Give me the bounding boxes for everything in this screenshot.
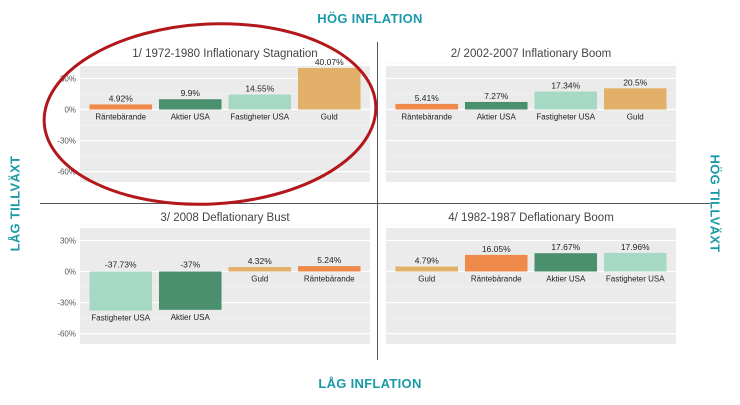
bar — [603, 252, 667, 272]
bar — [395, 266, 459, 272]
bar — [158, 99, 222, 110]
vertical-divider — [377, 42, 378, 360]
highlight-ellipse — [42, 22, 378, 206]
panel-background — [386, 66, 676, 182]
bar — [297, 67, 361, 110]
data-label: 16.05% — [482, 244, 511, 254]
data-label: 17.34% — [551, 81, 580, 91]
bar — [228, 267, 292, 272]
category-label: Aktier USA — [477, 113, 517, 122]
y-tick-label: 30% — [60, 74, 76, 83]
category-label: Fastigheter USA — [230, 113, 289, 122]
data-label: -37% — [180, 260, 200, 270]
category-label: Aktier USA — [171, 313, 211, 322]
bar — [89, 104, 153, 110]
y-tick-label: -60% — [57, 168, 76, 177]
category-label: Guld — [321, 113, 338, 122]
low-inflation-label: LÅG INFLATION — [318, 376, 422, 391]
category-label: Aktier USA — [171, 113, 211, 122]
data-label: 4.92% — [109, 93, 134, 103]
category-label: Räntebärande — [401, 113, 452, 122]
bar — [297, 266, 361, 272]
bar — [534, 91, 598, 110]
bar — [158, 271, 222, 310]
y-tick-label: 0% — [64, 106, 76, 115]
horizontal-divider — [40, 203, 710, 204]
bar — [89, 271, 153, 311]
high-inflation-label: HÖG INFLATION — [317, 11, 423, 26]
data-label: 9.9% — [181, 88, 201, 98]
panel-3-title: 3/ 2008 Deflationary Bust — [160, 212, 290, 224]
bar — [603, 88, 667, 110]
y-tick-label: 0% — [64, 268, 76, 277]
panel-4-title: 4/ 1982-1987 Deflationary Boom — [448, 212, 614, 224]
y-tick-label: -60% — [57, 330, 76, 339]
category-label: Fastigheter USA — [536, 113, 595, 122]
data-label: 20.5% — [623, 77, 648, 87]
category-label: Räntebärande — [304, 275, 355, 284]
data-label: 14.55% — [245, 83, 274, 93]
category-label: Aktier USA — [546, 275, 586, 284]
panel-2-title: 2/ 2002-2007 Inflationary Boom — [450, 48, 612, 60]
bar — [534, 253, 598, 272]
data-label: 5.41% — [415, 93, 440, 103]
panel-1-title: 1/ 1972-1980 Inflationary Stagnation — [132, 48, 318, 60]
bar — [228, 94, 292, 110]
panel-1-chart: 30% 0% -30% -60% 4.92% Räntebärande 9.9% Aktier… — [57, 57, 370, 182]
category-label: Guld — [627, 113, 644, 122]
panel-3-chart: 30% 0% -30% -60% -37.73% Fastigheter USA -37% A… — [57, 224, 370, 344]
data-label: -37.73% — [105, 260, 137, 270]
data-label: 17.96% — [621, 242, 650, 252]
data-label: 40.07% — [315, 57, 344, 67]
panel-4-chart: 4.79% Guld 16.05% Räntebärande 17.67% Aktier … — [386, 224, 676, 344]
category-label: Fastigheter USA — [606, 275, 665, 284]
bar — [464, 101, 528, 110]
panel-background — [386, 228, 676, 344]
category-label: Räntebärande — [95, 113, 146, 122]
y-tick-label: -30% — [57, 137, 76, 146]
data-label: 4.32% — [248, 256, 273, 266]
category-label: Fastigheter USA — [91, 314, 150, 323]
panel-2-chart: 5.41% Räntebärande 7.27% Aktier USA 17.34% Fa… — [386, 62, 676, 182]
data-label: 5.24% — [317, 255, 342, 265]
y-tick-label: -30% — [57, 299, 76, 308]
y-tick-label: 30% — [60, 236, 76, 245]
data-label: 7.27% — [484, 91, 509, 101]
category-label: Guld — [418, 275, 435, 284]
data-label: 17.67% — [551, 242, 580, 252]
category-label: Guld — [251, 275, 268, 284]
low-growth-label: LÅG TILLVÄXT — [7, 155, 23, 252]
data-label: 4.79% — [415, 256, 440, 266]
bar — [395, 103, 459, 110]
category-label: Räntebärande — [471, 275, 522, 284]
bar — [464, 254, 528, 272]
